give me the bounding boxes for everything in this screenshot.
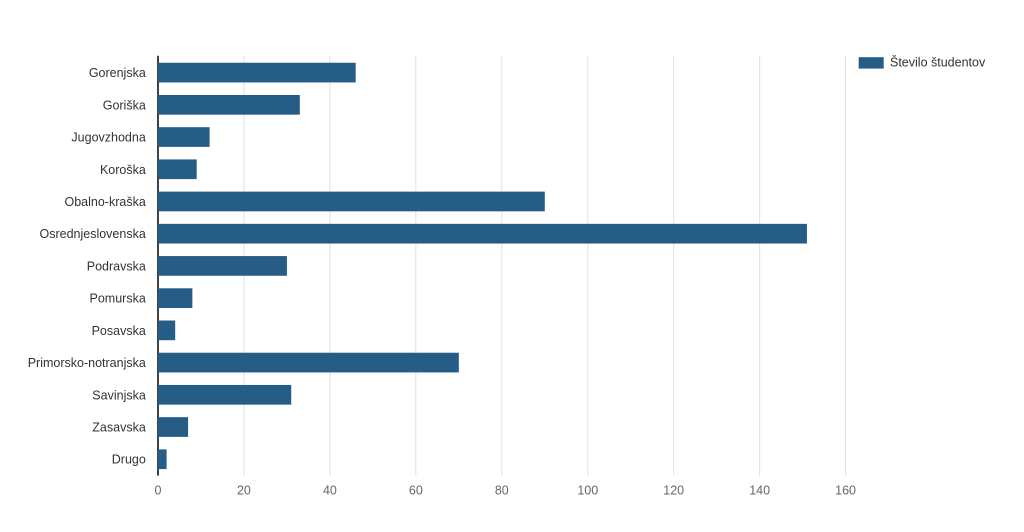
svg-text:20: 20 [237, 484, 251, 498]
svg-text:60: 60 [409, 484, 423, 498]
svg-text:120: 120 [663, 484, 684, 498]
svg-text:Primorsko-notranjska: Primorsko-notranjska [28, 356, 146, 370]
svg-text:Savinjska: Savinjska [92, 388, 146, 402]
svg-text:Koroška: Koroška [100, 163, 146, 177]
svg-text:100: 100 [577, 484, 598, 498]
svg-text:Jugovzhodna: Jugovzhodna [71, 131, 145, 145]
svg-text:Posavska: Posavska [92, 324, 146, 338]
svg-text:Gorenjska: Gorenjska [89, 66, 146, 80]
svg-text:80: 80 [495, 484, 509, 498]
svg-text:Drugo: Drugo [112, 453, 146, 467]
svg-text:Osrednjeslovenska: Osrednjeslovenska [39, 227, 145, 241]
svg-text:160: 160 [835, 484, 856, 498]
svg-text:140: 140 [749, 484, 770, 498]
svg-text:40: 40 [323, 484, 337, 498]
svg-text:Zasavska: Zasavska [92, 421, 146, 435]
svg-text:Število študentov: Število študentov [890, 55, 986, 70]
svg-text:Pomurska: Pomurska [90, 292, 146, 306]
svg-text:Podravska: Podravska [87, 259, 146, 273]
svg-text:Obalno-kraška: Obalno-kraška [65, 195, 146, 209]
svg-text:0: 0 [155, 484, 162, 498]
svg-text:Goriška: Goriška [103, 98, 146, 112]
